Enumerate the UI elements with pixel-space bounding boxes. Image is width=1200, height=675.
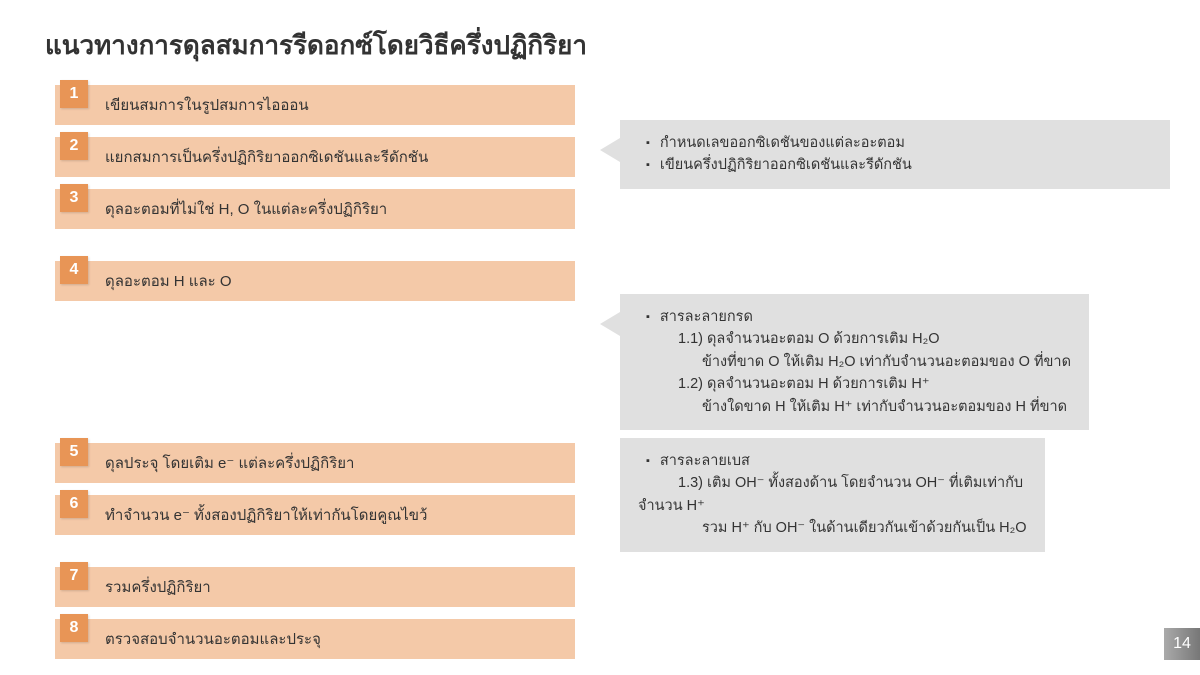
step-number: 1 [60,80,88,108]
step-text: ดุลอะตอม H และ O [105,269,232,293]
note-heading: สารละลายกรด [646,306,1071,328]
step-8: 8ตรวจสอบจำนวนอะตอมและประจุ [55,619,575,659]
step-number: 8 [60,614,88,642]
step-4: 4ดุลอะตอม H และ O [55,261,575,301]
step-text: ทำจำนวน e⁻ ทั้งสองปฏิกิริยาให้เท่ากันโดย… [105,503,427,527]
note-item: เขียนครึ่งปฏิกิริยาออกซิเดชันและรีดักชัน [646,154,1152,176]
step-text: แยกสมการเป็นครึ่งปฏิกิริยาออกซิเดชันและร… [105,145,428,169]
step-5: 5ดุลประจุ โดยเติม e⁻ แต่ละครึ่งปฏิกิริยา [55,443,575,483]
step-3: 3ดุลอะตอมที่ไม่ใช่ H, O ในแต่ละครึ่งปฏิก… [55,189,575,229]
steps-column: 1เขียนสมการในรูปสมการไอออน 2แยกสมการเป็น… [55,85,575,671]
step-1: 1เขียนสมการในรูปสมการไอออน [55,85,575,125]
step-text: รวมครึ่งปฏิกิริยา [105,575,211,599]
note-item: กำหนดเลขออกซิเดชันของแต่ละอะตอม [646,132,1152,154]
note-line: จำนวน H⁺ [638,498,705,514]
note-line: ข้างใดขาด H ให้เติม H⁺ เท่ากับจำนวนอะตอม… [638,396,1071,418]
note-heading: สารละลายเบส [646,450,1027,472]
page-number: 14 [1164,628,1200,660]
step-number: 2 [60,132,88,160]
notes-column: กำหนดเลขออกซิเดชันของแต่ละอะตอม เขียนครึ… [620,120,1170,207]
note-box-3: สารละลายเบส 1.3) เติม OH⁻ ทั้งสองด้าน โด… [620,438,1045,552]
note-line: ข้างที่ขาด O ให้เติม H₂O เท่ากับจำนวนอะต… [638,351,1071,373]
step-text: ตรวจสอบจำนวนอะตอมและประจุ [105,627,321,651]
note-line: 1.2) ดุลจำนวนอะตอม H ด้วยการเติม H⁺ [638,373,1071,395]
note-line: รวม H⁺ กับ OH⁻ ในด้านเดียวกันเข้าด้วยกัน… [638,517,1027,539]
note-box-2: สารละลายกรด 1.1) ดุลจำนวนอะตอม O ด้วยการ… [620,294,1089,430]
step-7: 7รวมครึ่งปฏิกิริยา [55,567,575,607]
step-number: 7 [60,562,88,590]
step-2: 2แยกสมการเป็นครึ่งปฏิกิริยาออกซิเดชันและ… [55,137,575,177]
step-number: 5 [60,438,88,466]
step-6: 6ทำจำนวน e⁻ ทั้งสองปฏิกิริยาให้เท่ากันโด… [55,495,575,535]
note-line: 1.1) ดุลจำนวนอะตอม O ด้วยการเติม H₂O [638,328,1071,350]
slide-title: แนวทางการดุลสมการรีดอกซ์โดยวิธีครึ่งปฏิก… [45,25,587,66]
note-box-1: กำหนดเลขออกซิเดชันของแต่ละอะตอม เขียนครึ… [620,120,1170,189]
step-text: เขียนสมการในรูปสมการไอออน [105,93,309,117]
step-text: ดุลประจุ โดยเติม e⁻ แต่ละครึ่งปฏิกิริยา [105,451,354,475]
note-line: 1.3) เติม OH⁻ ทั้งสองด้าน โดยจำนวน OH⁻ ท… [638,472,1027,494]
step-number: 6 [60,490,88,518]
step-number: 3 [60,184,88,212]
step-text: ดุลอะตอมที่ไม่ใช่ H, O ในแต่ละครึ่งปฏิกิ… [105,197,387,221]
step-number: 4 [60,256,88,284]
